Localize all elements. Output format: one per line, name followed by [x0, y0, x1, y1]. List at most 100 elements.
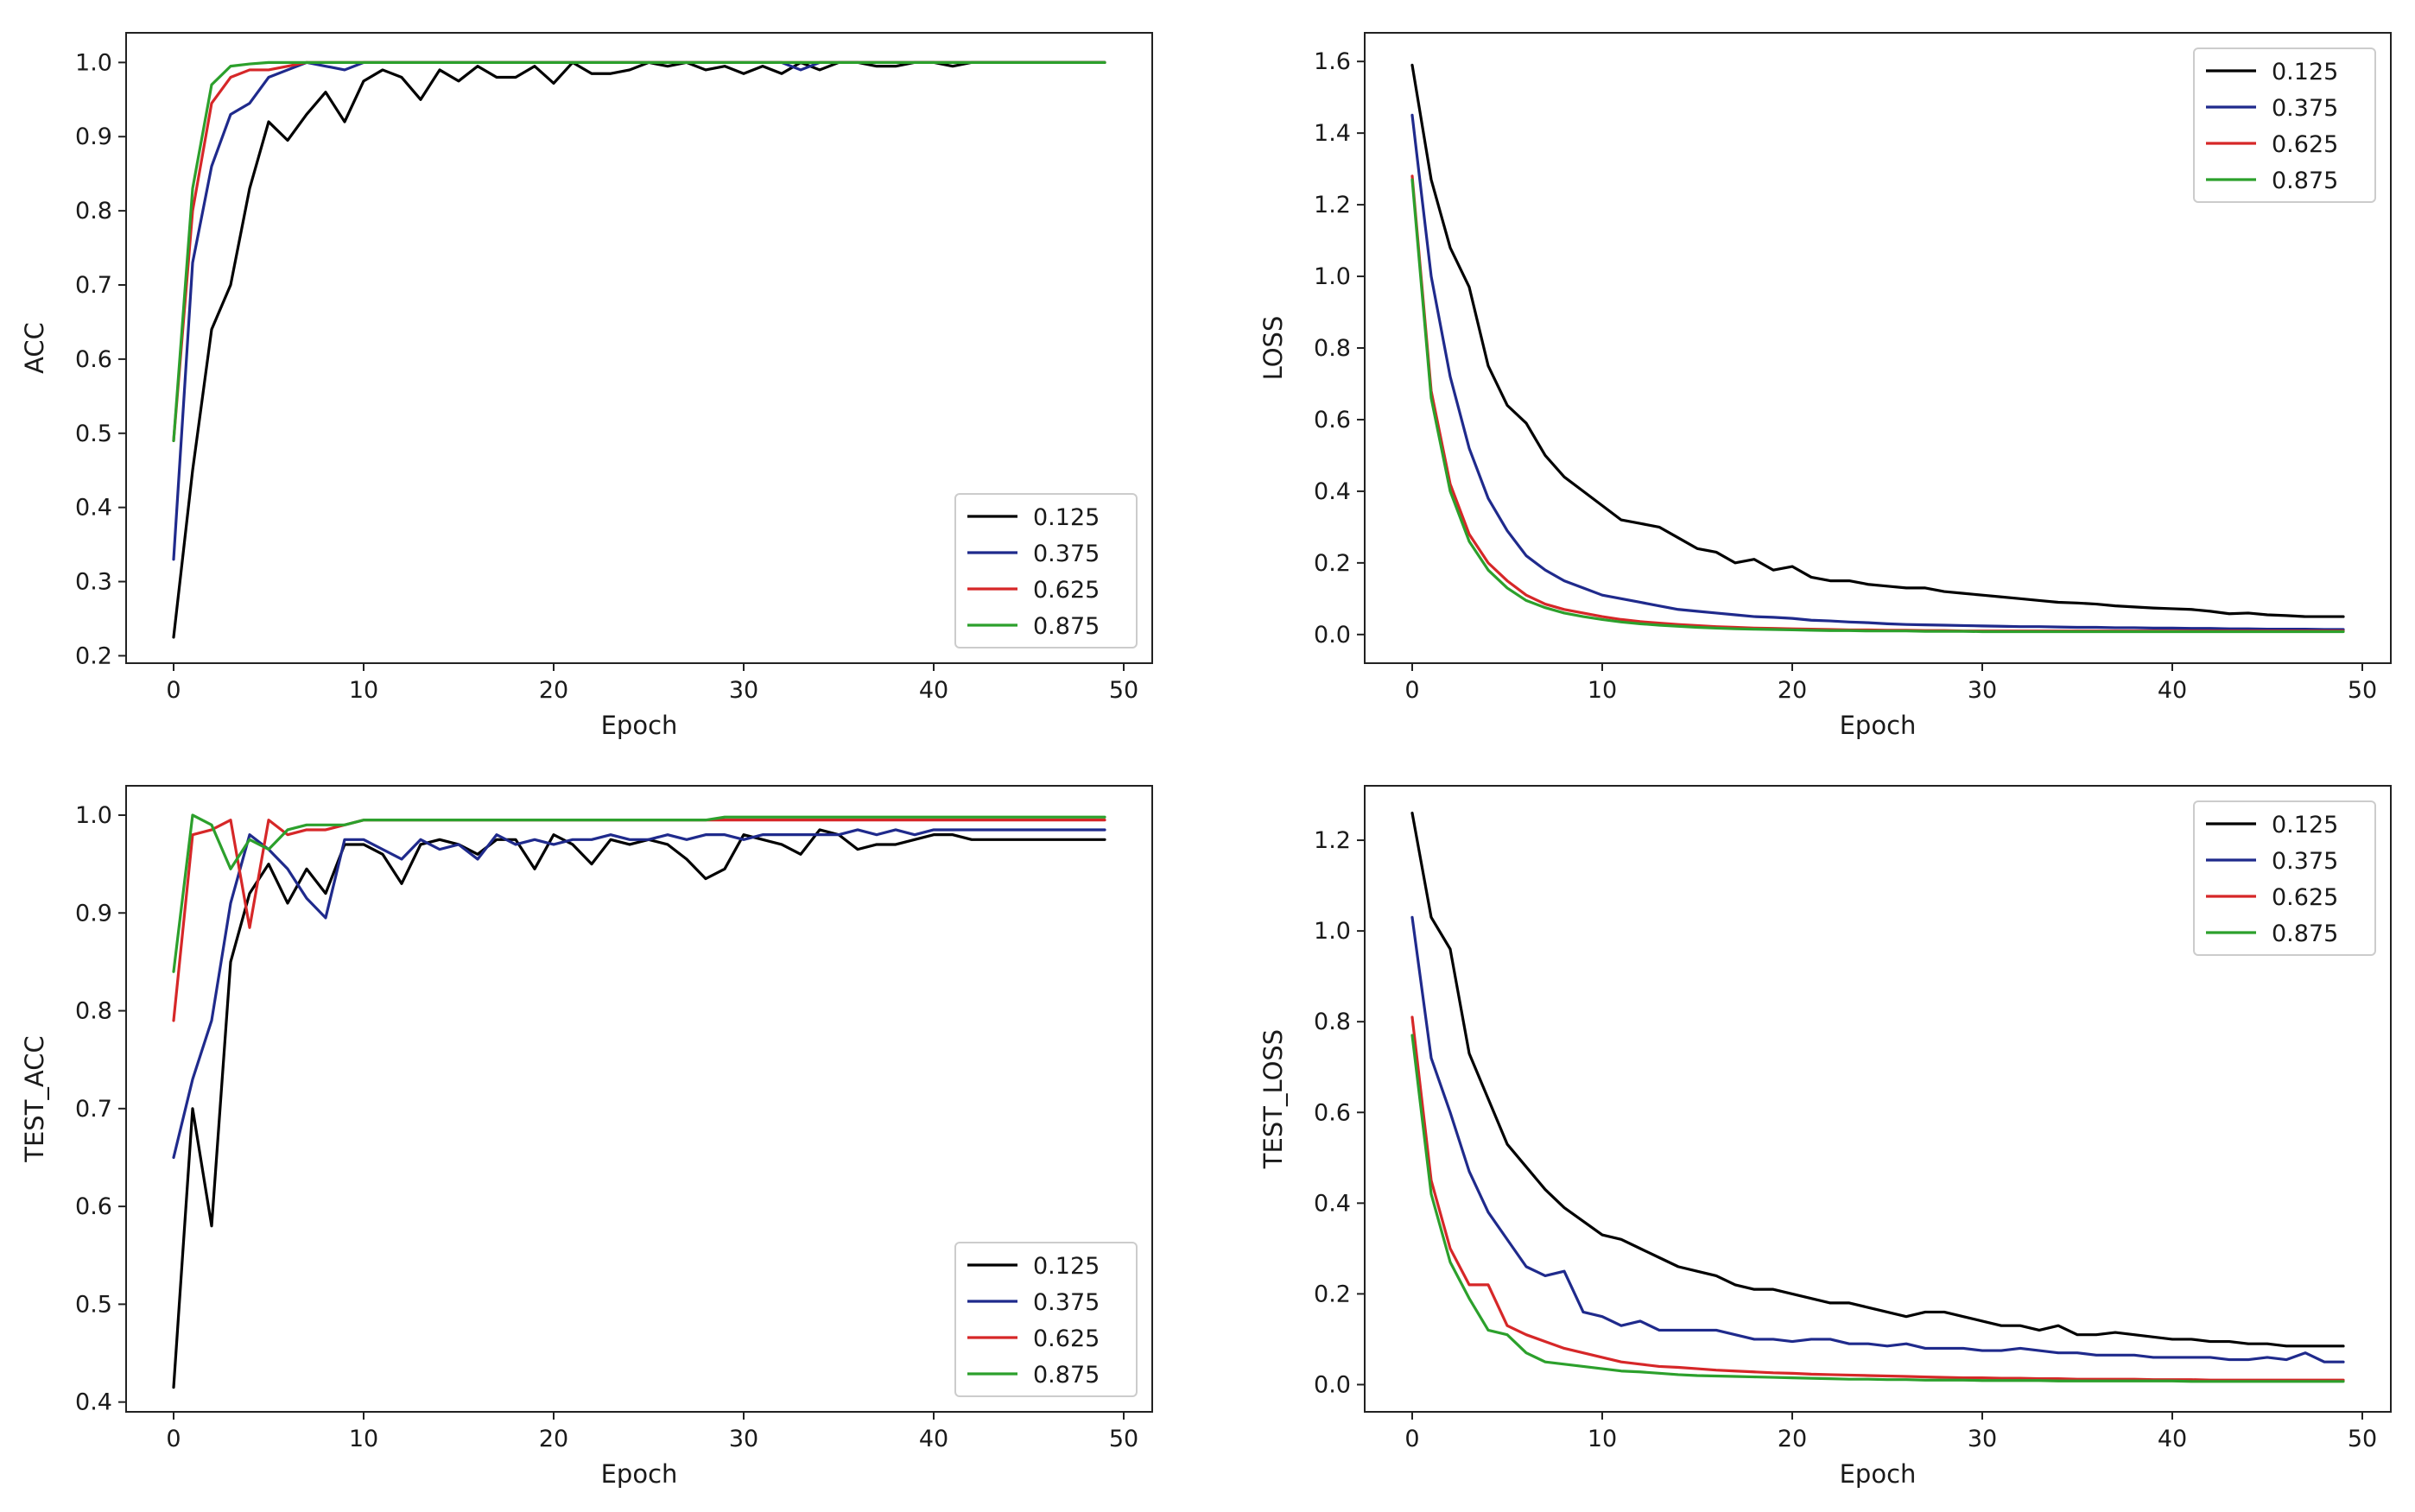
y-tick-label: 0.5 [75, 1291, 112, 1318]
legend-label: 0.625 [1033, 577, 1100, 604]
legend-label: 0.125 [1033, 1253, 1100, 1280]
series-line-0-875 [172, 60, 1106, 442]
x-tick-label: 40 [919, 677, 948, 704]
legend-label: 0.625 [2272, 884, 2338, 911]
legend-label: 0.875 [2272, 168, 2338, 194]
y-tick-label: 0.7 [75, 272, 112, 299]
y-axis-label: TEST_LOSS [1258, 1029, 1288, 1169]
legend-box [2193, 800, 2376, 956]
y-tick-label: 1.4 [1314, 120, 1351, 147]
series-line-0-125 [172, 828, 1106, 1389]
legend-label: 0.875 [2272, 920, 2338, 947]
x-tick-label: 30 [729, 1426, 758, 1452]
y-tick-label: 0.2 [1314, 550, 1351, 577]
y-tick-label: 0.2 [75, 642, 112, 669]
x-tick-label: 30 [1968, 1426, 1997, 1452]
y-tick-label: 0.8 [1314, 335, 1351, 362]
legend: 0.125 0.375 0.625 0.875 [2193, 800, 2376, 956]
series-line-0-125 [1410, 63, 2345, 618]
x-tick-label: 10 [349, 1426, 378, 1452]
legend-box [2193, 47, 2376, 203]
series-line-0-875 [172, 813, 1106, 973]
x-axis-label: Epoch [601, 711, 678, 740]
x-tick-label: 40 [2158, 1426, 2187, 1452]
chart-panel-2: 0 10 20 30 40 50 0.0 0.2 0.4 0.6 0.8 1.0 1.2 1.4 1.6 Ep… [1258, 32, 2392, 740]
legend-label: 0.125 [1033, 504, 1100, 531]
x-tick-label: 20 [539, 1426, 568, 1452]
legend-label: 0.625 [1033, 1325, 1100, 1352]
x-tick-label: 40 [2158, 677, 2187, 704]
series-line-0-125 [1410, 811, 2345, 1348]
x-tick-label: 0 [1404, 1426, 1419, 1452]
x-tick-label: 10 [1588, 677, 1617, 704]
x-tick-label: 20 [1778, 677, 1807, 704]
legend-label: 0.375 [2272, 848, 2338, 875]
y-tick-label: 0.5 [75, 421, 112, 447]
y-tick-label: 0.7 [75, 1096, 112, 1123]
y-tick-label: 0.2 [1314, 1281, 1351, 1307]
y-tick-label: 1.0 [1314, 263, 1351, 290]
y-tick-label: 0.6 [75, 1193, 112, 1220]
x-axis-label: Epoch [1840, 1459, 1917, 1489]
y-tick-label: 0.0 [1314, 1371, 1351, 1398]
legend-label: 0.125 [2272, 59, 2338, 85]
x-tick-label: 30 [729, 677, 758, 704]
x-tick-label: 20 [1778, 1426, 1807, 1452]
y-tick-label: 0.4 [75, 1389, 112, 1416]
y-tick-label: 0.4 [1314, 478, 1351, 505]
y-tick-label: 0.8 [1314, 1009, 1351, 1035]
x-tick-label: 50 [2348, 1426, 2377, 1452]
legend-label: 0.375 [1033, 1289, 1100, 1316]
y-tick-label: 0.0 [1314, 622, 1351, 648]
x-axis-label: Epoch [601, 1459, 678, 1489]
legend-label: 0.125 [2272, 812, 2338, 838]
x-tick-label: 0 [166, 1426, 181, 1452]
x-tick-label: 20 [539, 677, 568, 704]
y-tick-label: 1.0 [75, 802, 112, 829]
x-tick-label: 10 [1588, 1426, 1617, 1452]
series-line-0-875 [1410, 1034, 2345, 1383]
chart-panel-3: 0 10 20 30 40 50 0.4 0.5 0.6 0.7 0.8 0.9 1.0 Epoch TES… [20, 785, 1153, 1489]
axes-frame [125, 32, 1153, 664]
axes-frame [1364, 785, 2392, 1413]
legend: 0.125 0.375 0.625 0.875 [954, 1242, 1138, 1397]
legend-box [954, 1242, 1138, 1397]
x-tick-label: 50 [1109, 677, 1138, 704]
y-tick-label: 0.4 [1314, 1190, 1351, 1217]
x-tick-label: 10 [349, 677, 378, 704]
y-tick-label: 0.6 [1314, 1099, 1351, 1126]
x-tick-label: 40 [919, 1426, 948, 1452]
legend: 0.125 0.375 0.625 0.875 [2193, 47, 2376, 203]
series-line-0-375 [1410, 915, 2345, 1363]
y-tick-label: 0.8 [75, 198, 112, 225]
chart-panel-1: 0 10 20 30 40 50 0.2 0.3 0.4 0.5 0.6 0.7 0.8 0.9 1.0 Ep… [20, 32, 1153, 740]
y-tick-label: 0.4 [75, 495, 112, 522]
y-tick-label: 0.3 [75, 569, 112, 596]
y-tick-label: 0.9 [75, 123, 112, 150]
legend-label: 0.875 [1033, 1362, 1100, 1389]
series-line-0-875 [1410, 178, 2345, 634]
x-tick-label: 0 [1404, 677, 1419, 704]
x-tick-label: 0 [166, 677, 181, 704]
chart-panel-4: 0 10 20 30 40 50 0.0 0.2 0.4 0.6 0.8 1.0 1.2 Epoch TES… [1258, 785, 2392, 1489]
legend-label: 0.625 [2272, 131, 2338, 158]
y-axis-label: TEST_ACC [20, 1035, 49, 1163]
legend-label: 0.875 [1033, 613, 1100, 640]
y-tick-label: 1.0 [75, 49, 112, 76]
series-line-0-375 [1410, 113, 2345, 631]
y-tick-label: 0.9 [75, 900, 112, 927]
legend-label: 0.375 [2272, 95, 2338, 122]
y-axis-label: ACC [20, 322, 49, 374]
y-tick-label: 1.0 [1314, 918, 1351, 945]
y-tick-label: 1.6 [1314, 48, 1351, 75]
y-axis-label: LOSS [1258, 316, 1288, 381]
y-tick-label: 1.2 [1314, 192, 1351, 218]
x-tick-label: 50 [1109, 1426, 1138, 1452]
y-tick-label: 0.8 [75, 998, 112, 1025]
y-tick-label: 0.6 [75, 346, 112, 373]
x-tick-label: 30 [1968, 677, 1997, 704]
y-tick-label: 1.2 [1314, 827, 1351, 854]
y-tick-label: 0.6 [1314, 407, 1351, 433]
series-line-0-375 [172, 828, 1106, 1160]
